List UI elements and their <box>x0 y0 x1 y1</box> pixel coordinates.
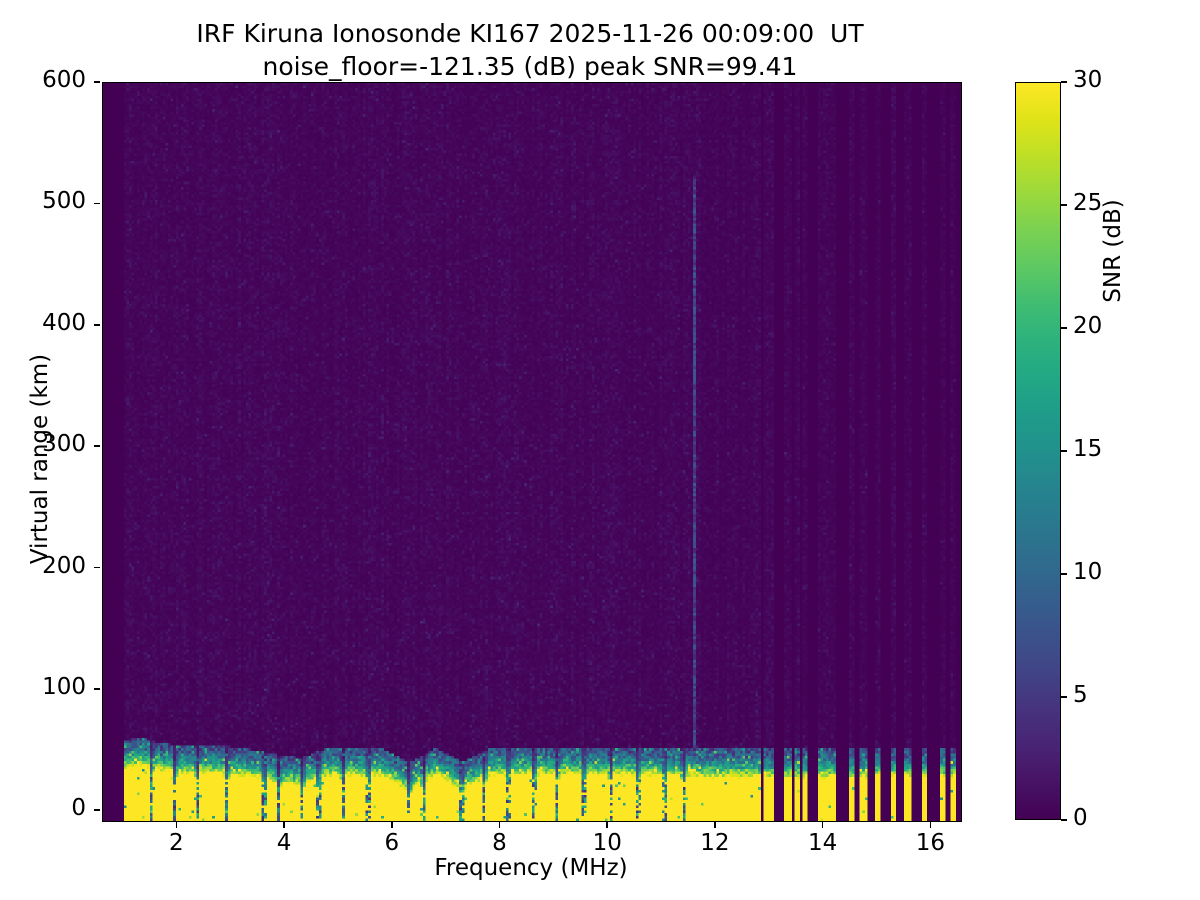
colorbar-tick-mark <box>1061 327 1067 329</box>
colorbar-tick-label: 0 <box>1073 805 1088 831</box>
y-tick-mark <box>94 688 101 690</box>
y-tick-mark <box>94 323 101 326</box>
colorbar-tick-mark <box>1061 450 1067 452</box>
x-tick-label: 14 <box>808 830 838 856</box>
colorbar-tick-label: 10 <box>1073 559 1103 585</box>
colorbar-tick-label: 20 <box>1073 313 1103 339</box>
x-tick-mark <box>175 821 178 828</box>
x-tick-mark <box>714 821 716 828</box>
colorbar-tick-label: 30 <box>1073 67 1103 93</box>
heatmap-canvas <box>103 83 961 821</box>
title-line-2: noise_floor=-121.35 (dB) peak SNR=99.41 <box>262 51 798 81</box>
colorbar-tick-label: 15 <box>1073 436 1103 462</box>
colorbar-body <box>1015 82 1061 820</box>
y-axis-label: Virtual range (km) <box>27 353 53 565</box>
y-tick-mark <box>94 445 101 447</box>
colorbar-tick-label: 5 <box>1073 682 1088 708</box>
colorbar-tick-mark <box>1061 204 1067 206</box>
y-tick-label: 300 <box>42 431 86 458</box>
y-tick-label: 400 <box>42 309 86 336</box>
x-axis-label: Frequency (MHz) <box>434 855 628 881</box>
x-tick-mark <box>390 821 393 828</box>
y-tick-label: 600 <box>42 67 86 93</box>
x-tick-label: 4 <box>276 830 292 856</box>
x-tick-mark <box>821 821 824 828</box>
y-tick-label: 200 <box>42 552 86 579</box>
x-tick-mark <box>283 821 285 828</box>
y-tick-mark <box>94 202 101 205</box>
y-tick-label: 500 <box>42 188 86 215</box>
y-tick-mark <box>94 81 101 83</box>
colorbar: 0 5 10 15 20 25 30 <box>1015 67 1102 831</box>
x-tick-mark <box>929 821 932 828</box>
plot-axes <box>102 82 962 822</box>
ionogram-heatmap <box>103 83 961 821</box>
colorbar-tick-mark <box>1061 573 1067 575</box>
figure-title: IRF Kiruna Ionosonde KI167 2025-11-26 00… <box>0 18 1060 83</box>
x-tick-label: 10 <box>592 830 622 856</box>
y-tick-label: 0 <box>71 795 86 822</box>
y-tick-mark <box>94 809 101 812</box>
x-tick-mark <box>606 821 608 828</box>
x-tick-label: 2 <box>168 830 184 856</box>
x-tick-mark <box>498 821 501 828</box>
y-tick-mark <box>94 566 101 569</box>
y-tick-label: 100 <box>42 673 86 700</box>
colorbar-tick-label: 25 <box>1073 190 1103 216</box>
x-tick-label: 16 <box>915 830 946 856</box>
colorbar-tick-mark <box>1061 819 1067 821</box>
x-tick-label: 8 <box>492 830 507 856</box>
colorbar-tick-mark <box>1061 696 1067 698</box>
title-line-1: IRF Kiruna Ionosonde KI167 2025-11-26 00… <box>196 19 864 48</box>
colorbar-label: SNR (dB) <box>1100 199 1126 303</box>
colorbar-gradient <box>1016 83 1060 819</box>
colorbar-tick-mark <box>1061 81 1067 83</box>
x-tick-label: 12 <box>700 830 730 856</box>
x-tick-label: 6 <box>384 830 400 856</box>
